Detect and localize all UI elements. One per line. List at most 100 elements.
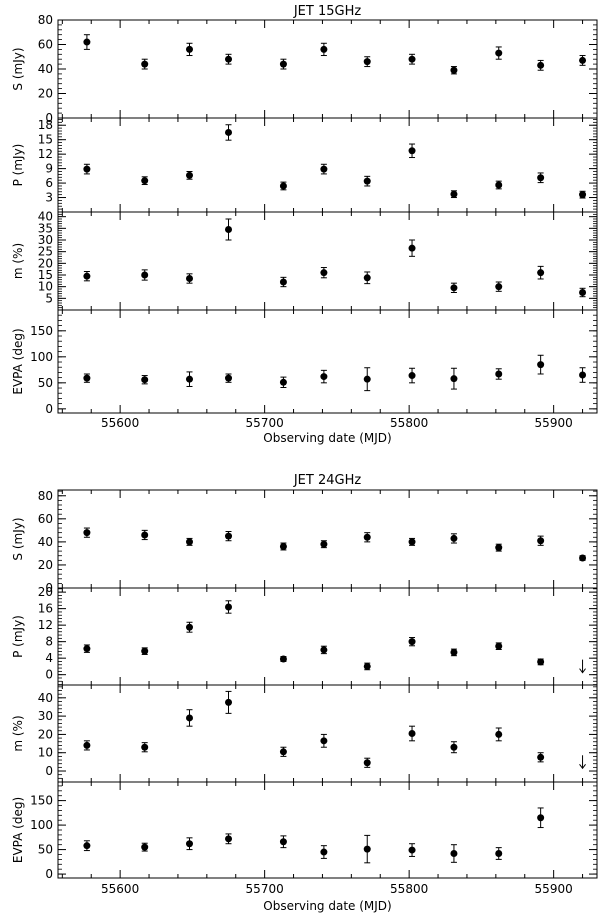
data-point <box>83 165 91 173</box>
data-point <box>279 838 287 846</box>
panel-frame <box>57 19 598 119</box>
data-point <box>495 370 503 378</box>
y-tick-label: 60 <box>38 512 53 526</box>
data-point <box>579 289 587 296</box>
y-tick-label: 150 <box>30 324 53 338</box>
data-point <box>320 848 328 856</box>
y-tick-label: 12 <box>38 618 53 632</box>
data-point <box>495 181 503 189</box>
data-point <box>320 540 328 548</box>
y-tick-label: 40 <box>38 210 53 224</box>
data-point <box>225 374 233 382</box>
y-axis-label: m (%) <box>11 243 25 279</box>
upper-limit-arrowhead <box>579 668 586 674</box>
data-point <box>537 61 545 69</box>
y-tick-label: 40 <box>38 535 53 549</box>
y-tick-label: 5 <box>45 291 53 305</box>
data-point <box>279 655 287 663</box>
x-tick-label: 55600 <box>101 882 139 896</box>
data-point <box>83 374 91 382</box>
data-point <box>185 840 193 848</box>
data-point <box>450 648 458 656</box>
panel-p: 0 4 8 12 16 20 P (mJy) <box>11 585 598 686</box>
y-tick-label: 8 <box>45 635 53 649</box>
data-point <box>579 371 587 379</box>
data-point <box>495 730 503 738</box>
data-point <box>537 174 545 182</box>
data-point <box>450 534 458 542</box>
y-tick-label: 35 <box>38 221 53 235</box>
data-point <box>579 554 587 562</box>
y-tick-label: 30 <box>38 233 53 247</box>
y-tick-label: 15 <box>38 268 53 282</box>
y-tick-label: 9 <box>45 162 53 176</box>
y-tick-label: 20 <box>38 87 53 101</box>
data-point <box>363 845 371 853</box>
panel-frame <box>57 587 598 686</box>
data-point <box>579 56 587 64</box>
data-point <box>225 698 233 706</box>
data-point <box>408 846 416 854</box>
data-point <box>495 283 503 291</box>
data-point <box>185 275 193 282</box>
x-tick-label: 55900 <box>535 416 573 430</box>
y-tick-label: 0 <box>45 764 53 778</box>
y-tick-label: 20 <box>38 727 53 741</box>
y-tick-label: 0 <box>45 668 53 682</box>
data-point <box>320 373 328 381</box>
y-tick-label: 12 <box>38 147 53 161</box>
y-tick-label: 0 <box>45 867 53 881</box>
data-point <box>408 244 416 252</box>
data-point <box>141 60 149 68</box>
data-point <box>279 60 287 68</box>
y-tick-label: 80 <box>38 489 53 503</box>
y-axis-label: m (%) <box>11 715 25 751</box>
data-point <box>450 375 458 383</box>
data-point <box>363 58 371 66</box>
data-point <box>225 226 233 233</box>
data-point <box>185 45 193 53</box>
data-point <box>141 271 149 279</box>
x-tick-label: 55800 <box>390 882 428 896</box>
y-tick-label: 100 <box>30 350 53 364</box>
x-tick-label: 55600 <box>101 416 139 430</box>
data-point <box>450 66 458 74</box>
data-point <box>141 647 149 655</box>
data-point <box>83 645 91 653</box>
data-point <box>83 272 91 280</box>
y-tick-label: 3 <box>45 191 53 205</box>
y-axis-label: S (mJy) <box>11 517 25 560</box>
panel-s: 0 20 40 60 80 S (mJy) <box>11 489 598 595</box>
data-point <box>320 646 328 654</box>
data-point <box>320 737 328 745</box>
data-point <box>408 638 416 646</box>
data-point <box>450 284 458 292</box>
data-point <box>141 843 149 851</box>
chart-title: JET 24GHz <box>293 473 362 488</box>
data-point <box>225 603 233 611</box>
data-point <box>495 544 503 552</box>
panel-s: 0 20 40 60 80 S (mJy) <box>11 13 598 125</box>
panel-m: 0 10 20 30 40 m (%) <box>11 684 598 783</box>
y-axis-label: P (mJy) <box>11 144 25 187</box>
y-axis-label: EVPA (deg) <box>11 797 25 863</box>
y-axis-label: EVPA (deg) <box>11 328 25 394</box>
data-point <box>83 741 91 749</box>
x-tick-label: 55700 <box>246 416 284 430</box>
y-tick-label: 0 <box>45 111 53 125</box>
data-point <box>450 743 458 751</box>
data-point <box>83 842 91 850</box>
panel-frame <box>57 489 598 589</box>
y-tick-label: 30 <box>38 709 53 723</box>
data-point <box>141 376 149 384</box>
panel-frame <box>57 684 598 783</box>
data-point <box>185 714 193 722</box>
x-tick-label: 55900 <box>535 882 573 896</box>
data-point <box>408 538 416 546</box>
y-tick-label: 6 <box>45 176 53 190</box>
data-point <box>320 269 328 277</box>
x-axis-label: Observing date (MJD) <box>263 899 391 913</box>
